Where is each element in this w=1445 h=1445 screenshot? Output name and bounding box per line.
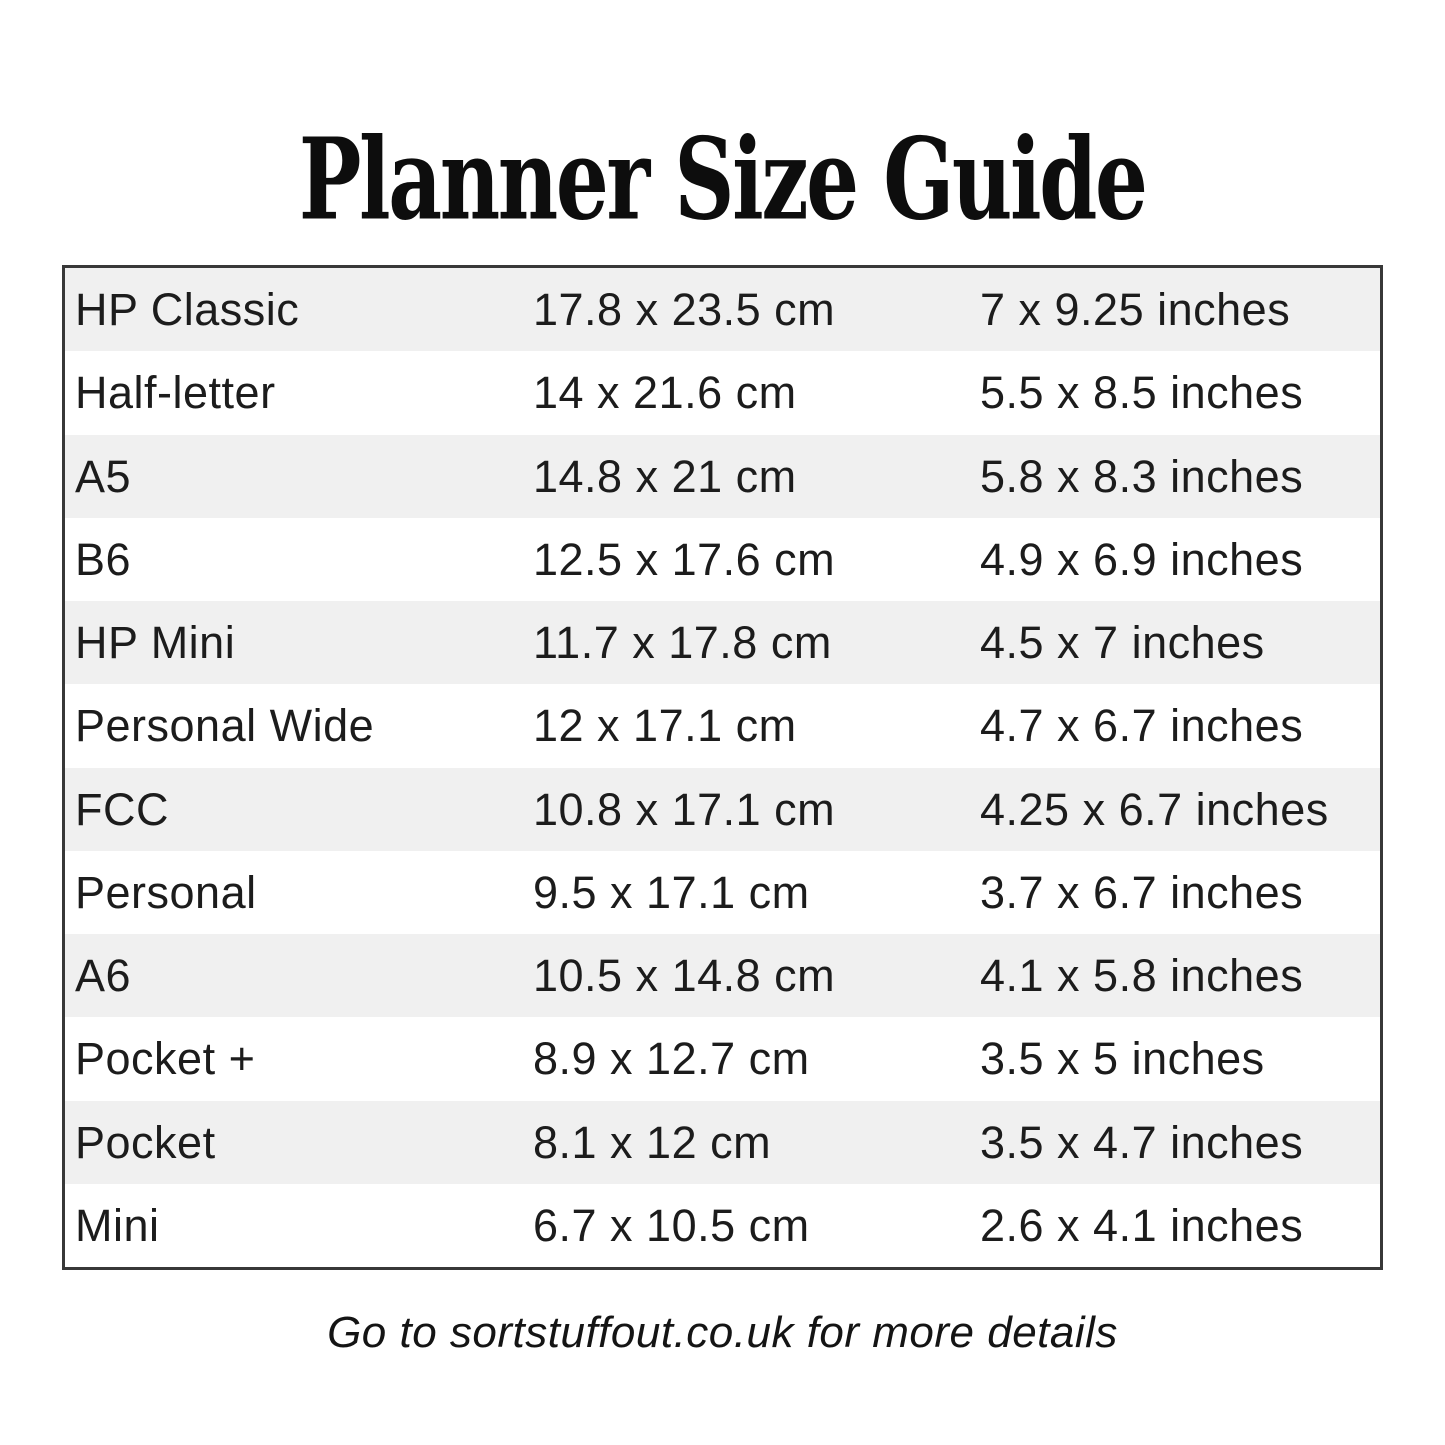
size-cm-cell: 8.9 x 12.7 cm bbox=[533, 1033, 810, 1085]
size-cm-cell: 11.7 x 17.8 cm bbox=[533, 617, 832, 669]
table-row: HP Classic 17.8 x 23.5 cm 7 x 9.25 inche… bbox=[65, 268, 1380, 352]
size-cm-cell: 6.7 x 10.5 cm bbox=[533, 1199, 810, 1251]
planner-name-cell: Pocket + bbox=[75, 1033, 256, 1085]
size-inches-cell: 4.5 x 7 inches bbox=[980, 617, 1265, 669]
table-row: Personal 9.5 x 17.1 cm 3.7 x 6.7 inches bbox=[65, 851, 1380, 934]
planner-name-cell: FCC bbox=[75, 783, 169, 835]
table-row: Mini 6.7 x 10.5 cm 2.6 x 4.1 inches bbox=[65, 1184, 1380, 1267]
size-cm-cell: 14.8 x 21 cm bbox=[533, 450, 797, 502]
size-inches-cell: 5.5 x 8.5 inches bbox=[980, 367, 1304, 419]
table-row: A6 10.5 x 14.8 cm 4.1 x 5.8 inches bbox=[65, 934, 1380, 1018]
table-row: Half-letter 14 x 21.6 cm 5.5 x 8.5 inche… bbox=[65, 351, 1380, 434]
table-row: Personal Wide 12 x 17.1 cm 4.7 x 6.7 inc… bbox=[65, 684, 1380, 767]
planner-name-cell: HP Classic bbox=[75, 284, 300, 336]
planner-name-cell: B6 bbox=[75, 533, 132, 585]
size-inches-cell: 3.5 x 4.7 inches bbox=[980, 1116, 1304, 1168]
size-inches-cell: 4.1 x 5.8 inches bbox=[980, 950, 1304, 1002]
planner-name-cell: HP Mini bbox=[75, 617, 236, 669]
size-cm-cell: 10.8 x 17.1 cm bbox=[533, 783, 836, 835]
page-title: Planner Size Guide bbox=[0, 117, 1445, 241]
table-row: HP Mini 11.7 x 17.8 cm 4.5 x 7 inches bbox=[65, 601, 1380, 685]
table-row: Pocket + 8.9 x 12.7 cm 3.5 x 5 inches bbox=[65, 1017, 1380, 1100]
size-cm-cell: 14 x 21.6 cm bbox=[533, 367, 797, 419]
table-row: FCC 10.8 x 17.1 cm 4.25 x 6.7 inches bbox=[65, 767, 1380, 851]
size-inches-cell: 4.9 x 6.9 inches bbox=[980, 533, 1304, 585]
table-row: B6 12.5 x 17.6 cm 4.9 x 6.9 inches bbox=[65, 518, 1380, 601]
size-inches-cell: 2.6 x 4.1 inches bbox=[980, 1199, 1304, 1251]
planner-size-table: HP Classic 17.8 x 23.5 cm 7 x 9.25 inche… bbox=[62, 265, 1383, 1270]
size-inches-cell: 3.7 x 6.7 inches bbox=[980, 866, 1304, 918]
table-row: A5 14.8 x 21 cm 5.8 x 8.3 inches bbox=[65, 434, 1380, 518]
size-cm-cell: 17.8 x 23.5 cm bbox=[533, 284, 836, 336]
size-inches-cell: 7 x 9.25 inches bbox=[980, 284, 1291, 336]
size-cm-cell: 9.5 x 17.1 cm bbox=[533, 866, 810, 918]
planner-name-cell: A5 bbox=[75, 450, 132, 502]
planner-name-cell: A6 bbox=[75, 950, 132, 1002]
page-title-text: Planner Size Guide bbox=[299, 112, 1148, 246]
planner-name-cell: Mini bbox=[75, 1199, 160, 1251]
planner-name-cell: Personal Wide bbox=[75, 700, 375, 752]
size-cm-cell: 12.5 x 17.6 cm bbox=[533, 533, 836, 585]
table-row: Pocket 8.1 x 12 cm 3.5 x 4.7 inches bbox=[65, 1100, 1380, 1184]
size-inches-cell: 3.5 x 5 inches bbox=[980, 1033, 1265, 1085]
size-cm-cell: 8.1 x 12 cm bbox=[533, 1116, 772, 1168]
footer-note: Go to sortstuffout.co.uk for more detail… bbox=[327, 1308, 1118, 1357]
size-cm-cell: 10.5 x 14.8 cm bbox=[533, 950, 836, 1002]
size-inches-cell: 5.8 x 8.3 inches bbox=[980, 450, 1304, 502]
planner-name-cell: Personal bbox=[75, 866, 257, 918]
size-inches-cell: 4.7 x 6.7 inches bbox=[980, 700, 1304, 752]
size-inches-cell: 4.25 x 6.7 inches bbox=[980, 783, 1329, 835]
size-cm-cell: 12 x 17.1 cm bbox=[533, 700, 797, 752]
planner-name-cell: Pocket bbox=[75, 1116, 216, 1168]
planner-name-cell: Half-letter bbox=[75, 367, 276, 419]
